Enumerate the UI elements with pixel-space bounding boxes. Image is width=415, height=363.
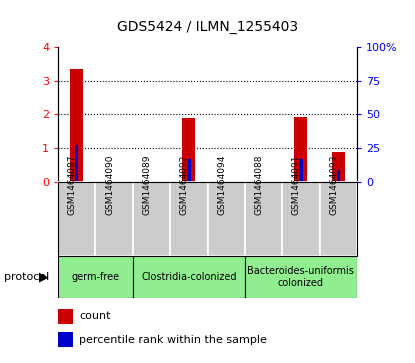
Bar (75, 145, 78, 182)
Text: percentile rank within the sample: percentile rank within the sample (79, 335, 267, 345)
Bar (299, 159, 303, 182)
Bar (337, 170, 340, 182)
Bar (70, 69, 83, 182)
Bar (58, 309, 73, 324)
Bar (294, 117, 308, 182)
Bar (282, 182, 320, 256)
Text: ▶: ▶ (39, 270, 49, 283)
Text: count: count (79, 311, 110, 321)
Bar (332, 152, 345, 182)
Text: GDS5424 / ILMN_1255403: GDS5424 / ILMN_1255403 (117, 20, 298, 34)
Bar (58, 182, 95, 256)
Text: Bacteroides-uniformis
colonized: Bacteroides-uniformis colonized (247, 266, 354, 287)
Bar (245, 182, 282, 256)
Bar (245, 256, 357, 298)
Text: GSM1464091: GSM1464091 (292, 155, 301, 216)
Text: protocol: protocol (4, 272, 49, 282)
Text: GSM1464093: GSM1464093 (329, 155, 338, 216)
Bar (58, 332, 73, 347)
Bar (182, 118, 195, 182)
Bar (95, 182, 133, 256)
Bar (133, 256, 245, 298)
Text: GSM1464092: GSM1464092 (180, 155, 189, 215)
Bar (208, 182, 245, 256)
Bar (170, 182, 208, 256)
Text: GSM1464094: GSM1464094 (217, 155, 226, 215)
Text: GSM1464087: GSM1464087 (68, 155, 77, 216)
Text: GSM1464088: GSM1464088 (254, 155, 264, 216)
Bar (133, 182, 170, 256)
Text: GSM1464090: GSM1464090 (105, 155, 114, 216)
Text: GSM1464089: GSM1464089 (142, 155, 151, 216)
Bar (58, 256, 133, 298)
Text: germ-free: germ-free (71, 272, 120, 282)
Bar (187, 159, 190, 182)
Bar (320, 182, 357, 256)
Text: Clostridia-colonized: Clostridia-colonized (141, 272, 237, 282)
